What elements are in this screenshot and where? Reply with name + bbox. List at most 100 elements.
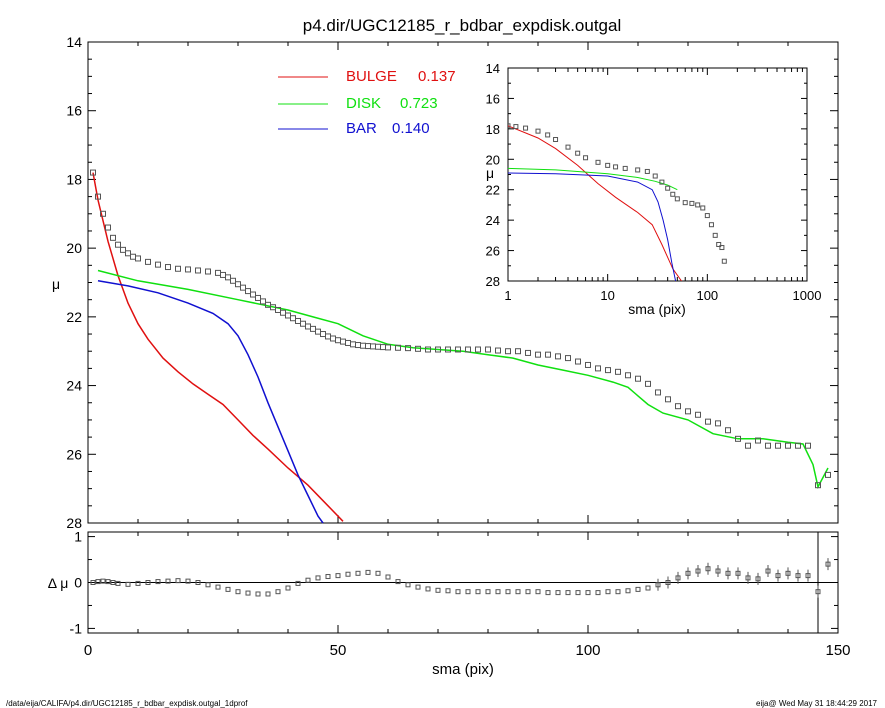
main-series-group: [90, 169, 831, 524]
data-point: [815, 482, 821, 489]
data-point: [290, 315, 296, 322]
data-point: [355, 342, 361, 349]
residual-y-axis-label: Δ μ: [48, 575, 69, 591]
residual-data-point: [365, 569, 371, 575]
residual-data-point: [265, 591, 271, 597]
data-point: [755, 437, 761, 444]
residual-data-point: [155, 579, 161, 585]
residual-data-point: [475, 589, 481, 595]
residual-data-point: [705, 566, 711, 572]
inset-data-point: [595, 159, 601, 165]
legend-value-bulge: 0.137: [418, 68, 456, 85]
residual-data-point: [465, 589, 471, 595]
data-point: [185, 266, 191, 273]
legend-value-disk: 0.723: [400, 95, 438, 112]
residual-data-point: [285, 585, 291, 591]
inset-data-point: [583, 155, 589, 161]
residual-data-point: [505, 589, 511, 595]
inset-data-point: [689, 200, 695, 206]
data-point: [145, 258, 151, 265]
residual-data-point: [635, 586, 641, 592]
main-y-tick-label: 26: [66, 446, 82, 462]
data-point: [115, 241, 121, 248]
data-point: [535, 351, 541, 358]
data-point: [615, 368, 621, 375]
data-point: [175, 265, 181, 272]
data-point: [575, 358, 581, 365]
data-point: [310, 325, 316, 332]
data-point: [555, 353, 561, 360]
data-point: [135, 255, 141, 262]
residual-data-point: [445, 588, 451, 594]
data-point: [645, 380, 651, 387]
inset-y-tick-label: 16: [486, 91, 500, 106]
data-point: [230, 277, 236, 284]
residual-data-point: [405, 582, 411, 588]
series-line-bar: [97, 280, 324, 524]
data-point: [695, 411, 701, 418]
data-point: [245, 288, 251, 295]
residual-series-group: [90, 558, 831, 598]
data-point: [805, 442, 811, 449]
inset-data-point: [575, 150, 581, 156]
data-point: [240, 284, 246, 291]
residual-y-tick-label: 1: [74, 529, 82, 545]
data-point: [665, 396, 671, 403]
data-point: [90, 169, 96, 176]
inset-data-point: [670, 191, 676, 197]
data-point: [105, 224, 111, 231]
data-point: [125, 250, 131, 257]
residual-data-point: [335, 573, 341, 579]
data-point: [655, 389, 661, 396]
inset-y-tick-label: 28: [486, 274, 500, 289]
inset-x-tick-label: 100: [696, 288, 718, 303]
residual-data-point: [375, 570, 381, 576]
data-point: [300, 320, 306, 327]
inset-data-point: [508, 123, 511, 129]
residual-x-tick-label: 50: [330, 642, 347, 659]
residual-data-point: [115, 580, 121, 586]
data-point: [320, 331, 326, 338]
inset-data-point: [695, 202, 701, 208]
data-point: [225, 274, 231, 281]
inset-data-point: [553, 137, 559, 143]
data-point: [385, 344, 391, 351]
legend-value-bar: 0.140: [392, 120, 430, 137]
main-y-tick-label: 20: [66, 240, 82, 256]
residual-data-point: [775, 573, 781, 579]
footer-file-path: /data/eija/CALIFA/p4.dir/UGC12185_r_bdba…: [6, 699, 248, 708]
data-point: [95, 193, 101, 200]
residual-data-point: [185, 578, 191, 584]
residual-data-point: [515, 589, 521, 595]
data-point: [380, 344, 386, 351]
residual-data-point: [110, 580, 116, 585]
inset-x-tick-label: 10: [600, 288, 614, 303]
inset-y-tick-label: 20: [486, 152, 500, 167]
data-point: [715, 420, 721, 427]
data-point: [395, 344, 401, 351]
inset-data-point: [721, 258, 727, 264]
residual-data-point: [175, 578, 181, 584]
main-y-tick-label: 16: [66, 103, 82, 119]
data-point: [250, 291, 256, 298]
inset-data-point: [523, 125, 529, 131]
data-point: [165, 264, 171, 271]
residual-data-point: [725, 570, 731, 576]
data-point: [405, 345, 411, 352]
main-axes: 14 16 18 20 22 24 26 28: [66, 34, 839, 531]
residual-data-point: [525, 589, 531, 595]
main-y-axis-label: μ: [52, 276, 60, 292]
residual-data-point: [575, 590, 581, 596]
inset-y-axis-label: μ: [486, 165, 494, 181]
residual-data-point: [305, 577, 311, 583]
inset-x-axis-label: sma (pix): [628, 301, 686, 317]
residual-data-point: [645, 585, 651, 591]
data-point: [775, 442, 781, 449]
inset-data-point: [704, 213, 710, 219]
inset-y-tick-label: 14: [486, 61, 500, 76]
residual-data-point: [675, 575, 681, 581]
residual-axes: 10-10 50 100 150: [70, 529, 851, 659]
data-point: [255, 294, 261, 301]
residual-data-point: [595, 590, 601, 596]
data-point: [360, 342, 366, 349]
